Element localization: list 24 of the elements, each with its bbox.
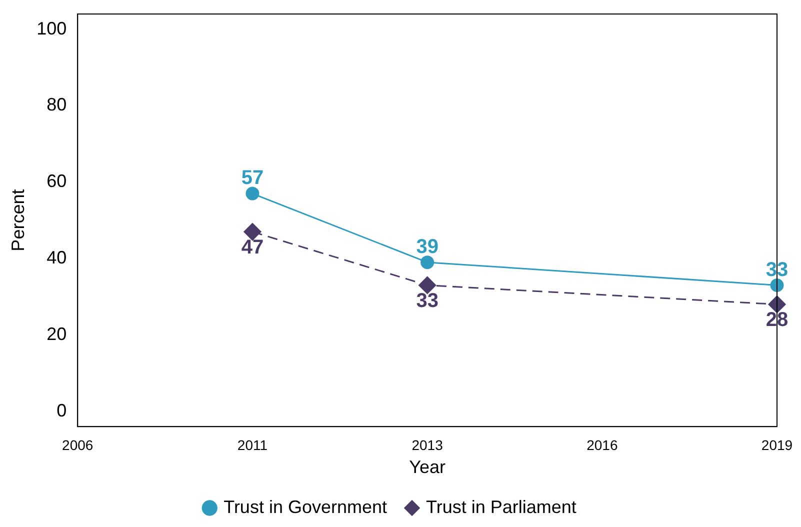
point xyxy=(244,223,262,241)
point xyxy=(246,186,260,200)
x-tick-label: 2006 xyxy=(62,436,94,453)
y-axis-title: Percent xyxy=(8,189,28,252)
x-tick-label: 2011 xyxy=(237,436,268,453)
x-tick-label: 2016 xyxy=(586,436,618,453)
y-tick-label: 20 xyxy=(46,324,67,344)
data-label: 57 xyxy=(241,167,264,190)
data-label: 47 xyxy=(241,236,264,258)
data-label: 39 xyxy=(416,236,438,258)
data-label: 33 xyxy=(416,290,438,312)
x-tick-label: 2019 xyxy=(761,436,793,453)
legend-label: Trust in Government xyxy=(224,496,388,517)
y-tick-label: 40 xyxy=(46,247,67,268)
y-tick-label: 60 xyxy=(46,171,67,192)
y-tick-label: 0 xyxy=(56,400,67,420)
point xyxy=(418,276,436,294)
y-tick-label: 80 xyxy=(46,94,67,115)
y-tick-label: 100 xyxy=(36,18,67,38)
point xyxy=(770,278,784,292)
x-tick-label: 2013 xyxy=(412,436,444,453)
point xyxy=(420,256,434,270)
legend-label: Trust in Parliament xyxy=(426,496,576,517)
x-axis-title: Year xyxy=(409,457,446,478)
